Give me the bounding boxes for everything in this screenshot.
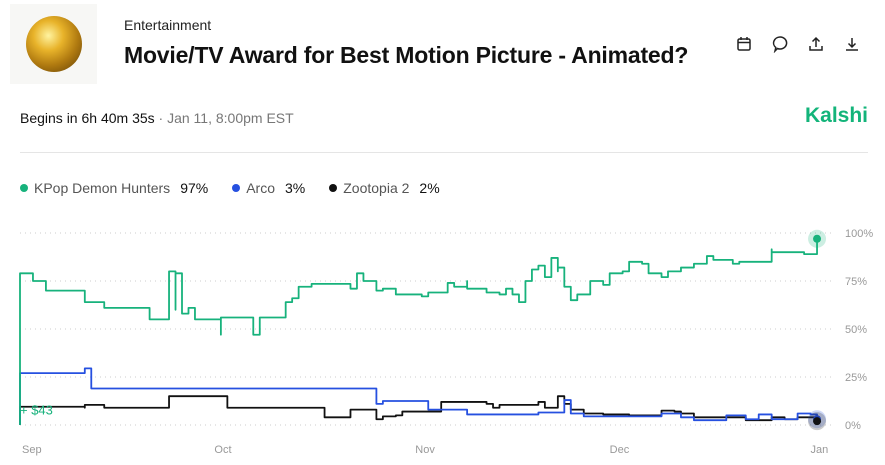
y-tick-label: 25% <box>845 372 867 384</box>
share-icon[interactable] <box>806 34 826 54</box>
series-line-kpop-demon-hunters[interactable] <box>19 238 818 425</box>
y-tick-label: 75% <box>845 276 867 288</box>
comment-icon[interactable] <box>770 34 790 54</box>
series-line-arco[interactable] <box>19 367 818 425</box>
event-logo <box>10 4 97 84</box>
category-label[interactable]: Entertainment <box>124 17 212 33</box>
x-tick-label: Dec <box>610 444 630 456</box>
legend-item-kpop[interactable]: KPop Demon Hunters 97% <box>20 180 208 196</box>
x-tick-label: Oct <box>214 444 231 456</box>
x-tick-label: Sep <box>22 444 42 456</box>
page-title: Movie/TV Award for Best Motion Picture -… <box>124 42 689 68</box>
kalshi-logo[interactable]: Kalshi <box>804 104 868 127</box>
calendar-icon[interactable] <box>734 34 754 54</box>
golden-globe-image <box>25 16 82 72</box>
begins-countdown: Begins in 6h 40m 35s · Jan 11, 8:00pm ES… <box>20 110 294 126</box>
profit-annotation: + $43 <box>20 402 53 417</box>
y-tick-label: 0% <box>845 420 861 432</box>
series-line-zootopia-2[interactable] <box>19 395 818 425</box>
legend-item-zootopia[interactable]: Zootopia 2 2% <box>329 180 440 196</box>
x-tick-label: Jan <box>811 444 829 456</box>
divider <box>20 152 868 153</box>
legend-dot <box>232 184 241 192</box>
y-tick-label: 100% <box>845 228 873 240</box>
end-point-marker[interactable] <box>813 234 822 243</box>
end-point-marker[interactable] <box>813 417 822 426</box>
legend-dot <box>20 184 28 192</box>
legend-item-arco[interactable]: Arco 3% <box>232 180 305 196</box>
y-tick-label: 50% <box>845 324 867 336</box>
price-chart[interactable]: 100% 75% 50% 25% 0% Sep Oct Nov Dec Jan + $43 <box>0 215 885 465</box>
download-icon[interactable] <box>842 34 862 54</box>
event-date: · Jan 11, 8:00pm EST <box>154 110 294 126</box>
legend-dot <box>329 184 338 192</box>
x-tick-label: Nov <box>415 444 435 456</box>
